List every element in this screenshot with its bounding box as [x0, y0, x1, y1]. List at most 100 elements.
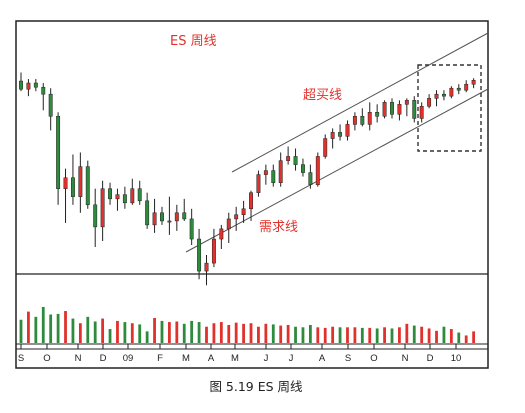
volume-bar [190, 320, 194, 343]
candle-body [182, 212, 187, 220]
candle-body [456, 87, 461, 91]
volume-layer [19, 306, 476, 343]
candle-body [471, 79, 476, 85]
candle-body [174, 212, 179, 222]
volume-bar [182, 323, 186, 343]
candle [137, 180, 142, 205]
candle-body [41, 86, 46, 95]
candle [441, 90, 446, 101]
volume-bar [257, 326, 260, 343]
x-tick-label: F [157, 353, 163, 364]
candle [130, 178, 135, 205]
volume-bar [138, 324, 142, 343]
volume-bar [442, 326, 446, 343]
candle [211, 228, 216, 268]
candle-body [19, 80, 23, 90]
candle [464, 80, 469, 93]
candle-body [338, 132, 343, 137]
volume-bar [316, 327, 320, 343]
x-tick-label: D [427, 353, 434, 364]
volume-bar [472, 331, 476, 343]
volume-bar [34, 316, 38, 343]
chart-title: ES 周线 [170, 34, 217, 49]
candle [308, 164, 313, 189]
candle-body [115, 194, 120, 200]
candle-body [130, 188, 135, 204]
x-tick-label: M [182, 353, 190, 364]
candle [19, 72, 23, 92]
candle [93, 188, 98, 247]
demand-line-label: 需求线 [259, 220, 298, 235]
candle [100, 180, 105, 242]
candle [204, 254, 209, 286]
candle [375, 104, 380, 123]
volume-bar [86, 316, 90, 343]
candle [427, 94, 432, 109]
volume-bar [353, 327, 357, 343]
candle-body [315, 156, 320, 185]
candle-body [308, 172, 313, 185]
x-tick-label: D [100, 353, 107, 364]
overbought-line-label: 超买线 [303, 88, 342, 103]
candle-body [219, 228, 224, 240]
candle [315, 152, 320, 187]
candle [263, 164, 268, 185]
candle-body [449, 87, 454, 97]
candle [115, 188, 120, 211]
candle-body [93, 204, 98, 228]
candle-body [85, 166, 90, 206]
candle [33, 79, 38, 92]
x-tick-label: 10 [451, 353, 462, 364]
volume-bar [449, 329, 453, 343]
candle [85, 160, 90, 209]
candle [404, 98, 409, 117]
candle-body [397, 104, 402, 115]
candle [152, 198, 157, 233]
candle [390, 98, 394, 119]
candles-layer [19, 72, 476, 286]
volume-bar [64, 311, 67, 343]
highlight-box [417, 64, 482, 152]
demand-channel-line [185, 88, 489, 253]
candle-body [100, 188, 105, 228]
candle-body [122, 194, 127, 204]
volume-bar [56, 313, 60, 343]
candle [293, 148, 298, 171]
candle-body [293, 156, 298, 165]
volume-bar [279, 325, 283, 343]
candle [56, 112, 61, 205]
candle-body [70, 177, 75, 197]
candle-body [189, 218, 194, 240]
x-tick-label: N [75, 353, 82, 364]
candle-body [345, 124, 350, 137]
candle [449, 86, 454, 99]
volume-bar [160, 320, 164, 343]
candle-body [226, 218, 231, 230]
candle-body [234, 214, 239, 220]
candle-body [167, 220, 172, 223]
candle [301, 158, 305, 177]
volume-bar [383, 327, 386, 343]
candle [345, 120, 350, 141]
candle [197, 228, 202, 280]
figure-caption: 图 5.19 ES 周线 [209, 379, 303, 394]
volume-bar [308, 324, 312, 343]
x-tick-label: S [345, 353, 351, 364]
volume-bar [390, 328, 394, 343]
candle-body [404, 100, 409, 105]
x-tick-label: A [319, 353, 326, 364]
candle [419, 102, 424, 123]
volume-bar [398, 327, 401, 343]
volume-bar [346, 327, 349, 343]
candle-body [78, 166, 83, 197]
candle [286, 146, 291, 165]
candle [278, 152, 283, 187]
candle-body [211, 238, 216, 264]
candle [122, 186, 127, 209]
candle-body [352, 116, 357, 125]
candle-body [108, 188, 112, 200]
volume-bar [71, 318, 75, 343]
candle [160, 206, 164, 225]
